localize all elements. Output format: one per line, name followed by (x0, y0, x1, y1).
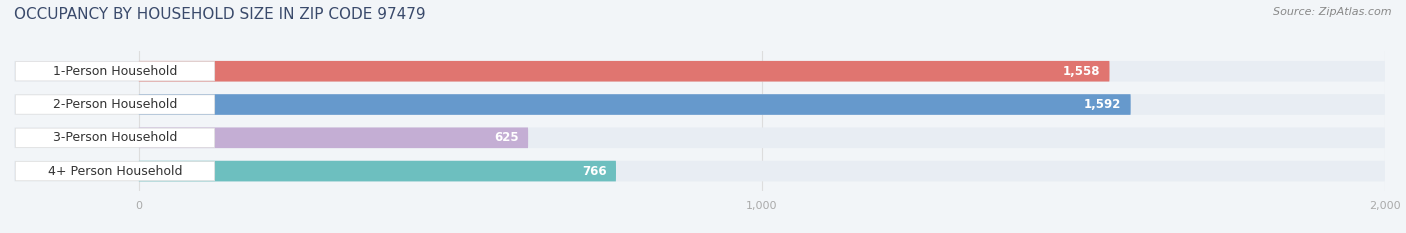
Text: 3-Person Household: 3-Person Household (53, 131, 177, 144)
FancyBboxPatch shape (15, 161, 215, 181)
Text: 625: 625 (494, 131, 519, 144)
FancyBboxPatch shape (14, 127, 1385, 148)
FancyBboxPatch shape (139, 61, 1109, 82)
FancyBboxPatch shape (15, 95, 215, 114)
FancyBboxPatch shape (14, 94, 1385, 115)
FancyBboxPatch shape (14, 61, 1385, 82)
Text: 766: 766 (582, 164, 606, 178)
FancyBboxPatch shape (15, 62, 215, 81)
Text: 1,558: 1,558 (1063, 65, 1099, 78)
FancyBboxPatch shape (15, 128, 215, 147)
FancyBboxPatch shape (139, 127, 529, 148)
Text: OCCUPANCY BY HOUSEHOLD SIZE IN ZIP CODE 97479: OCCUPANCY BY HOUSEHOLD SIZE IN ZIP CODE … (14, 7, 426, 22)
Text: 1,592: 1,592 (1084, 98, 1122, 111)
Text: 1-Person Household: 1-Person Household (53, 65, 177, 78)
Text: Source: ZipAtlas.com: Source: ZipAtlas.com (1274, 7, 1392, 17)
Text: 4+ Person Household: 4+ Person Household (48, 164, 183, 178)
FancyBboxPatch shape (14, 161, 1385, 182)
FancyBboxPatch shape (139, 161, 616, 182)
Text: 2-Person Household: 2-Person Household (53, 98, 177, 111)
FancyBboxPatch shape (139, 94, 1130, 115)
